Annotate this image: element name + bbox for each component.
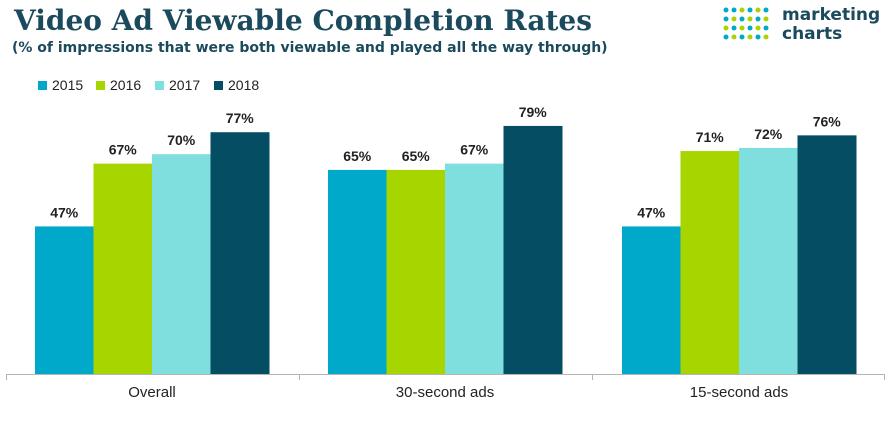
data-label-2017-0: 70% bbox=[167, 132, 196, 148]
data-label-2015-2: 47% bbox=[637, 204, 666, 220]
legend-label-2017: 2017 bbox=[169, 77, 200, 93]
logo-line-2: charts bbox=[782, 24, 843, 44]
logo-dots-icon bbox=[723, 7, 769, 40]
data-label-2015-1: 65% bbox=[343, 148, 372, 164]
category-label-1: 30-second ads bbox=[396, 384, 494, 401]
bar-2015-1 bbox=[328, 169, 387, 374]
data-label-2016-2: 71% bbox=[696, 129, 725, 145]
chart-title: Video Ad Viewable Completion Rates bbox=[14, 4, 592, 37]
legend-swatch-2016 bbox=[96, 81, 105, 90]
bar-2018-1 bbox=[503, 125, 563, 374]
data-label-2016-1: 65% bbox=[402, 148, 431, 164]
bar-2018-2 bbox=[797, 135, 857, 374]
data-label-2015-0: 47% bbox=[50, 204, 79, 220]
bar-2016-0 bbox=[93, 163, 153, 374]
legend-swatch-2018 bbox=[214, 81, 223, 90]
category-label-2: 15-second ads bbox=[690, 384, 788, 401]
legend-label-2015: 2015 bbox=[52, 77, 83, 93]
bar-2018-0 bbox=[210, 132, 270, 374]
logo-line-1: marketing bbox=[782, 5, 881, 25]
bar-2015-0 bbox=[35, 226, 94, 374]
marketing-charts-logo: marketing charts bbox=[722, 6, 882, 46]
legend-swatch-2017 bbox=[155, 81, 164, 90]
data-label-2018-1: 79% bbox=[519, 104, 548, 120]
bar-2017-1 bbox=[445, 163, 504, 374]
logo-wordmark: marketing charts bbox=[782, 6, 880, 44]
bar-2017-0 bbox=[152, 154, 211, 374]
legend-label-2016: 2016 bbox=[110, 77, 141, 93]
data-label-2017-1: 67% bbox=[460, 142, 489, 158]
data-label-2016-0: 67% bbox=[109, 142, 138, 158]
bar-2015-2 bbox=[622, 226, 681, 374]
legend-swatch-2015 bbox=[38, 81, 47, 90]
legend-label-2018: 2018 bbox=[228, 77, 259, 93]
category-label-0: Overall bbox=[128, 384, 176, 401]
data-label-2018-2: 76% bbox=[813, 113, 842, 129]
bar-2017-2 bbox=[739, 147, 798, 374]
bar-2016-2 bbox=[680, 151, 740, 374]
data-label-2018-0: 77% bbox=[226, 110, 255, 126]
bar-2016-1 bbox=[386, 169, 446, 374]
data-label-2017-2: 72% bbox=[754, 126, 783, 142]
chart-subtitle: (% of impressions that were both viewabl… bbox=[12, 40, 608, 56]
